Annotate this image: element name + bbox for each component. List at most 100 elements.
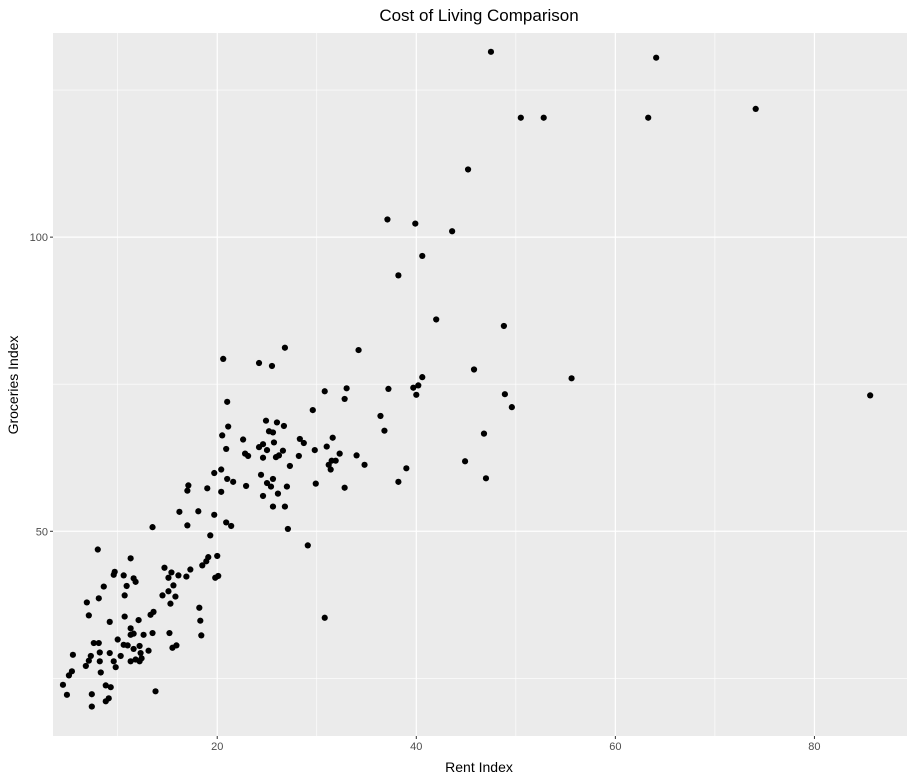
data-point	[311, 446, 318, 454]
data-point	[377, 412, 384, 420]
data-point	[224, 398, 231, 405]
data-point	[59, 681, 67, 688]
x-tick-label: 40	[410, 741, 422, 753]
data-point	[415, 382, 422, 389]
data-point	[187, 566, 194, 573]
data-point	[127, 658, 134, 665]
data-point	[224, 475, 231, 483]
data-point	[100, 583, 107, 590]
data-point	[381, 427, 388, 434]
data-point	[87, 652, 94, 660]
data-point	[433, 316, 440, 323]
data-point	[214, 552, 221, 560]
data-point	[196, 604, 203, 611]
data-point	[106, 649, 113, 657]
data-point	[413, 391, 420, 398]
data-point	[329, 434, 336, 441]
data-point	[63, 691, 71, 698]
y-tick-label: 50	[36, 526, 48, 538]
data-point	[568, 375, 575, 382]
data-point	[240, 436, 247, 443]
data-point	[867, 392, 874, 399]
data-point	[225, 423, 232, 430]
x-tick-label: 60	[609, 741, 621, 753]
data-point	[136, 642, 143, 650]
data-point	[464, 166, 472, 173]
data-point	[353, 452, 360, 459]
data-point	[96, 658, 103, 665]
data-point	[270, 439, 278, 446]
data-point	[268, 362, 276, 370]
data-point	[218, 466, 225, 473]
data-point	[461, 458, 469, 465]
data-point	[223, 519, 230, 526]
data-point	[385, 385, 392, 393]
data-point	[85, 612, 92, 619]
data-point	[395, 272, 402, 279]
data-point	[117, 652, 124, 660]
data-point	[203, 558, 210, 565]
data-point	[127, 625, 134, 632]
data-point	[341, 395, 348, 403]
data-point	[121, 592, 128, 599]
data-point	[255, 444, 263, 451]
data-point	[195, 508, 202, 515]
data-point	[262, 417, 270, 424]
data-point	[501, 391, 508, 398]
data-point	[449, 228, 456, 235]
data-point	[137, 649, 144, 657]
data-point	[168, 569, 175, 576]
data-point	[263, 479, 271, 487]
data-point	[185, 482, 192, 489]
data-point	[312, 480, 319, 487]
data-point	[653, 54, 660, 61]
data-point	[127, 631, 134, 638]
data-point	[184, 487, 191, 494]
data-point	[259, 492, 267, 500]
data-point	[130, 645, 137, 653]
minor-gridlines	[53, 33, 907, 736]
data-point	[403, 465, 410, 472]
data-point	[172, 593, 179, 600]
data-point	[90, 639, 97, 647]
data-point	[272, 454, 280, 461]
data-point	[184, 522, 191, 529]
data-point	[169, 644, 176, 651]
data-point	[102, 682, 109, 689]
data-point	[752, 105, 759, 112]
data-point	[321, 614, 328, 621]
data-point	[309, 406, 316, 414]
data-point	[325, 461, 332, 468]
data-point	[166, 629, 173, 637]
data-point	[255, 359, 263, 367]
data-point	[218, 488, 225, 495]
data-point	[132, 578, 139, 585]
data-point	[283, 483, 291, 490]
data-point	[95, 639, 102, 647]
data-point	[102, 698, 109, 705]
data-point	[286, 462, 293, 470]
data-point	[107, 684, 114, 691]
data-point	[147, 611, 154, 618]
data-point	[274, 490, 282, 497]
data-point	[269, 429, 277, 436]
data-point	[165, 588, 172, 595]
data-point	[65, 672, 73, 679]
data-point	[257, 471, 265, 478]
data-point	[361, 461, 368, 468]
data-point	[211, 469, 218, 477]
data-point	[323, 443, 330, 450]
data-point	[149, 524, 156, 531]
data-point	[281, 503, 289, 510]
data-point	[204, 485, 211, 492]
data-point	[199, 562, 206, 569]
data-point	[159, 592, 166, 599]
x-tick-label: 80	[808, 741, 820, 753]
x-axis-label: Rent Index	[445, 759, 513, 775]
data-point	[212, 574, 219, 581]
data-point	[85, 657, 92, 664]
data-point	[280, 422, 288, 430]
data-point	[279, 447, 287, 454]
data-point	[123, 582, 130, 590]
data-point	[95, 595, 102, 602]
